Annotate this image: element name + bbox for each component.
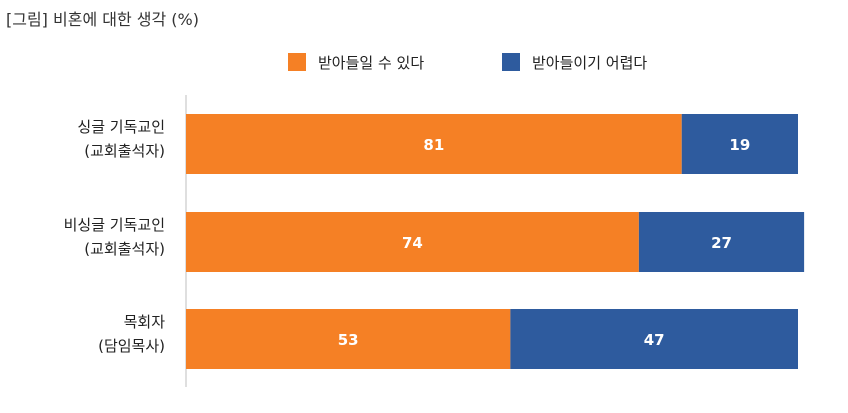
category-label-2-line-1: 비싱글 기독교인	[64, 216, 165, 234]
data-label-3-2: 47	[644, 331, 665, 349]
bar-segment-3-2	[510, 309, 798, 369]
chart-title: [그림] 비혼에 대한 생각 (%)	[6, 10, 199, 29]
data-label-3-1: 53	[338, 331, 359, 349]
legend-label-1: 받아들일 수 있다	[318, 54, 424, 72]
category-label-1-line-1: 싱글 기독교인	[77, 118, 165, 136]
category-label-1-line-2: (교회출석자)	[84, 142, 165, 160]
category-label-2-line-2: (교회출석자)	[84, 240, 165, 258]
data-label-1-2: 19	[729, 136, 750, 154]
data-label-2-2: 27	[711, 234, 732, 252]
category-label-3-line-1: 목회자	[124, 313, 166, 331]
category-label-3-line-2: (담임목사)	[98, 337, 165, 355]
bar-segment-3-1	[186, 309, 511, 369]
bar-segment-2-1	[186, 212, 639, 272]
bar-segment-2-2	[638, 212, 805, 272]
bar-segment-1-1	[186, 114, 682, 174]
data-label-1-1: 81	[423, 136, 444, 154]
legend-swatch-2	[502, 53, 520, 71]
bar-segment-1-2	[681, 114, 798, 174]
legend-label-2: 받아들이기 어렵다	[532, 54, 647, 72]
legend-swatch-1	[288, 53, 306, 71]
data-label-2-1: 74	[402, 234, 423, 252]
